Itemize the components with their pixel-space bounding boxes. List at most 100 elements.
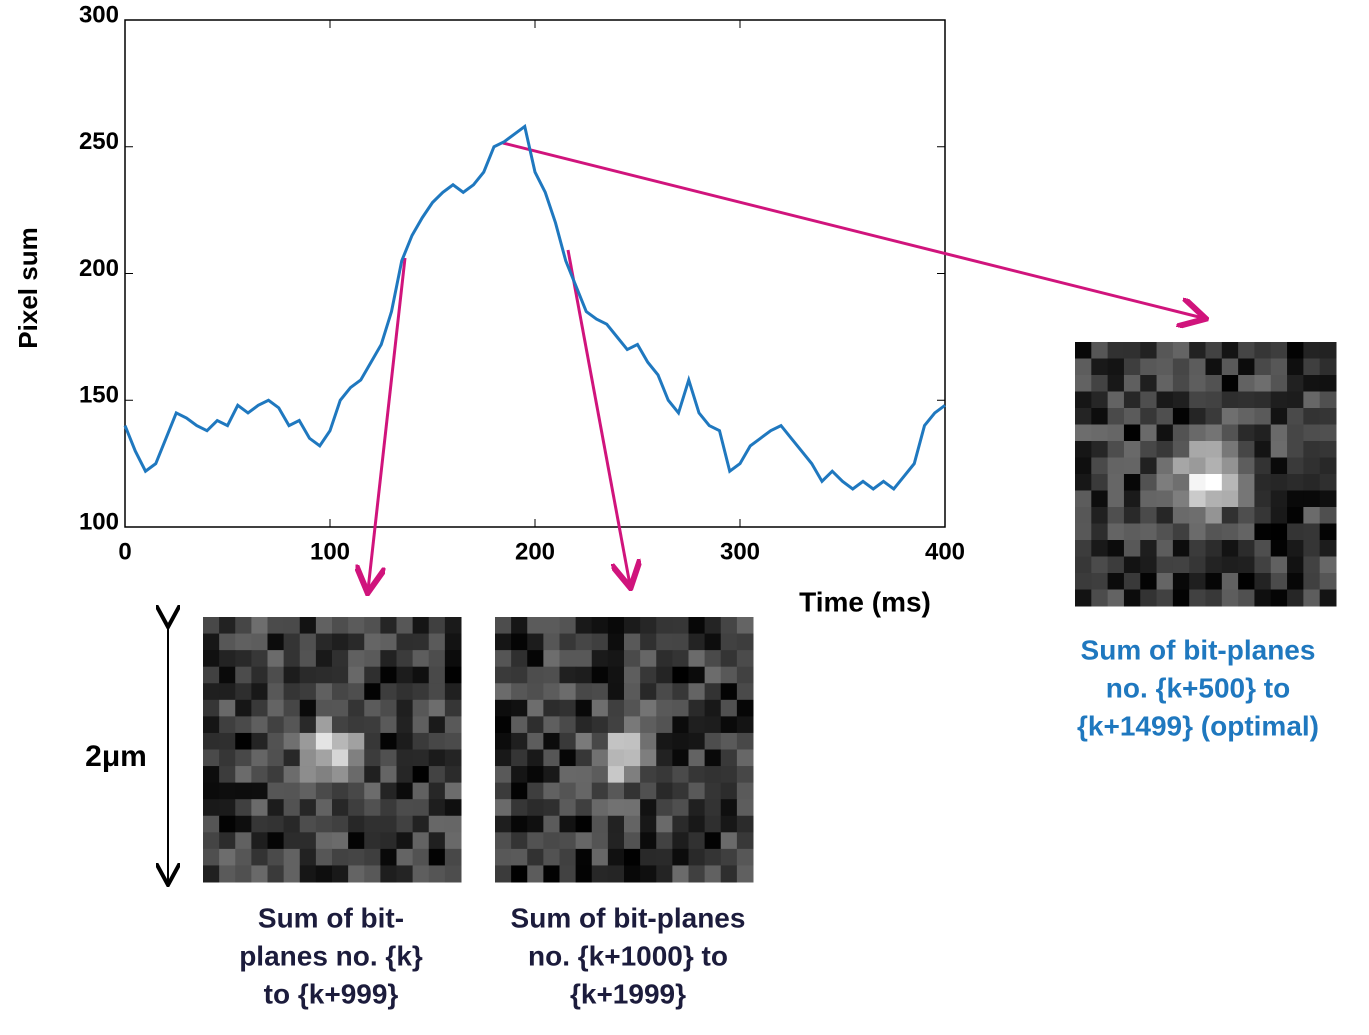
pixel bbox=[412, 732, 430, 750]
pixel bbox=[1319, 589, 1337, 607]
pixel bbox=[1107, 523, 1125, 541]
pixel bbox=[543, 848, 560, 866]
pixel bbox=[1156, 358, 1174, 376]
pixel bbox=[1107, 441, 1125, 458]
pixel bbox=[527, 799, 544, 817]
pixel bbox=[672, 650, 689, 668]
pixel bbox=[1319, 441, 1337, 458]
pixel bbox=[1107, 540, 1125, 557]
pixel bbox=[591, 683, 609, 701]
pixel bbox=[607, 848, 625, 866]
pixel bbox=[396, 716, 414, 734]
pixel bbox=[1319, 573, 1337, 590]
pixel bbox=[283, 848, 301, 866]
pixel bbox=[412, 716, 430, 734]
pixel bbox=[251, 766, 268, 784]
pixel bbox=[267, 848, 285, 866]
pixel bbox=[444, 666, 462, 684]
pixel bbox=[591, 633, 609, 651]
pixel bbox=[1319, 408, 1337, 425]
pixel bbox=[688, 617, 706, 635]
pixel bbox=[235, 617, 252, 635]
pixel bbox=[704, 799, 722, 817]
pixel bbox=[511, 799, 528, 817]
pixel bbox=[412, 617, 430, 635]
pixel bbox=[672, 848, 689, 866]
pixel bbox=[1156, 523, 1174, 541]
pixel bbox=[1156, 573, 1174, 590]
pixel bbox=[1123, 507, 1141, 524]
pixel bbox=[364, 815, 381, 833]
pixel bbox=[656, 815, 673, 833]
pixel bbox=[543, 699, 560, 717]
pixel bbox=[511, 732, 528, 750]
pixel bbox=[1156, 342, 1174, 359]
scale-label: 2μm bbox=[85, 740, 147, 773]
pixel bbox=[1303, 424, 1321, 442]
pixel bbox=[412, 766, 430, 784]
pixel bbox=[348, 799, 365, 817]
pixel bbox=[332, 815, 349, 833]
pixel bbox=[1319, 556, 1337, 574]
pixel bbox=[1303, 358, 1321, 376]
pixel bbox=[348, 732, 365, 750]
x-axis-label: Time (ms) bbox=[799, 586, 931, 617]
pixel bbox=[1156, 408, 1174, 425]
pixel bbox=[332, 617, 349, 635]
pixel bbox=[704, 683, 722, 701]
pixel bbox=[624, 732, 641, 750]
pixel bbox=[1075, 375, 1092, 392]
pixel bbox=[720, 865, 738, 883]
pixel bbox=[672, 832, 689, 850]
pixel bbox=[672, 749, 689, 767]
pixel bbox=[1238, 391, 1255, 409]
pixel bbox=[704, 617, 722, 635]
pixel bbox=[704, 666, 722, 684]
pixel bbox=[299, 832, 317, 850]
caption: no. {k+1000} to bbox=[528, 940, 728, 971]
pixel bbox=[672, 666, 689, 684]
pixel bbox=[396, 799, 414, 817]
pixel bbox=[640, 782, 657, 800]
pixel bbox=[1107, 457, 1125, 475]
pixel bbox=[656, 782, 673, 800]
pixel bbox=[235, 749, 252, 767]
pixel bbox=[704, 782, 722, 800]
pixel bbox=[1319, 474, 1337, 491]
pixel bbox=[511, 815, 528, 833]
pixel bbox=[380, 749, 397, 767]
pixel bbox=[315, 782, 333, 800]
pixel bbox=[412, 633, 430, 651]
pixel bbox=[607, 683, 625, 701]
pixel bbox=[1238, 375, 1255, 392]
pixel bbox=[332, 749, 349, 767]
caption: no. {k+500} to bbox=[1106, 672, 1290, 703]
pixel bbox=[672, 683, 689, 701]
pixel bbox=[688, 732, 706, 750]
pixel bbox=[1205, 408, 1223, 425]
pixel bbox=[1238, 523, 1255, 541]
pixel bbox=[219, 633, 236, 651]
pixel bbox=[1189, 391, 1206, 409]
pixel bbox=[1238, 589, 1255, 607]
pixel bbox=[736, 782, 754, 800]
pixel bbox=[511, 699, 528, 717]
pixel bbox=[1140, 358, 1158, 376]
pixel bbox=[380, 766, 397, 784]
pixel bbox=[1254, 573, 1272, 590]
pixel bbox=[720, 749, 738, 767]
pixel bbox=[559, 749, 577, 767]
caption: planes no. {k} bbox=[239, 940, 423, 971]
pixel bbox=[1287, 507, 1304, 524]
pixel bbox=[527, 832, 544, 850]
pixel bbox=[1140, 408, 1158, 425]
pixel bbox=[607, 650, 625, 668]
pixel bbox=[444, 766, 462, 784]
pixel bbox=[704, 732, 722, 750]
pixel bbox=[348, 766, 365, 784]
pixel bbox=[1221, 523, 1239, 541]
pixel bbox=[348, 832, 365, 850]
pixel bbox=[348, 617, 365, 635]
pixel bbox=[704, 716, 722, 734]
pixel bbox=[1107, 408, 1125, 425]
